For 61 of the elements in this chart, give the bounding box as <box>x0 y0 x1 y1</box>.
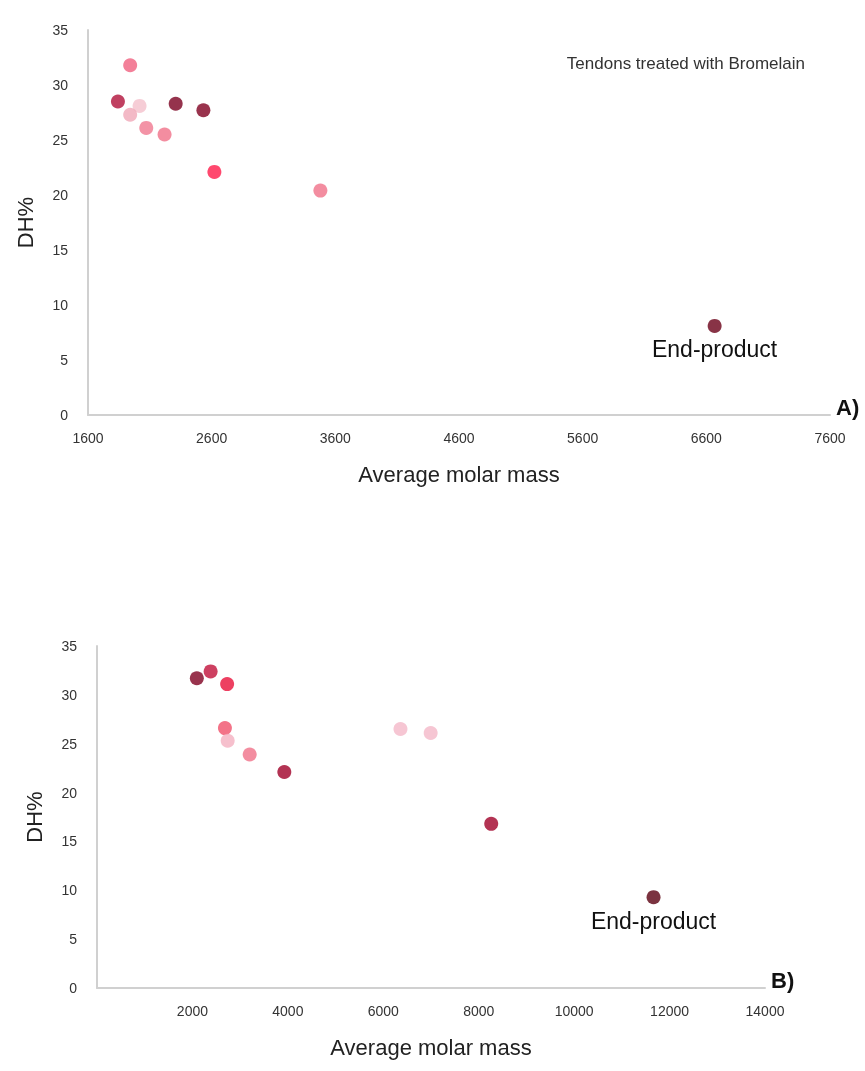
annotation: End-product <box>651 336 778 363</box>
y-tick-label: 25 <box>61 735 78 752</box>
x-tick-label: 4600 <box>443 430 475 446</box>
text: B) <box>771 967 795 993</box>
y-tick-label: 35 <box>61 638 78 654</box>
point <box>313 183 328 198</box>
annotation: End-product <box>590 907 717 934</box>
x-axis-title: Average molar mass <box>330 1034 532 1060</box>
point <box>207 164 222 179</box>
y-tick-label: 15 <box>52 242 69 258</box>
y-tick-label: 5 <box>60 352 69 368</box>
x-tick-label: 7600 <box>814 430 846 446</box>
y-tick-label: 25 <box>52 132 69 148</box>
x-tick-label: 3600 <box>319 430 352 446</box>
point <box>123 107 138 122</box>
x-tick-label: 6600 <box>690 430 723 446</box>
point <box>707 318 722 333</box>
point <box>123 58 138 73</box>
x-tick-label: 6000 <box>367 1003 400 1019</box>
point <box>484 816 499 831</box>
point <box>157 127 172 142</box>
y-tick-label: 30 <box>61 686 78 703</box>
point <box>196 103 211 118</box>
y-tick-label: 20 <box>52 187 69 203</box>
y-tick-label: 15 <box>61 833 78 850</box>
point <box>189 671 204 686</box>
point <box>393 722 408 737</box>
point <box>242 747 257 762</box>
point <box>646 890 661 905</box>
y-axis-title: DH% <box>21 791 47 843</box>
y-tick-label: 30 <box>52 77 69 93</box>
point <box>132 98 147 113</box>
text: A) <box>836 394 860 420</box>
point <box>220 677 235 692</box>
y-tick-label: 35 <box>52 22 69 38</box>
x-tick-label: 12000 <box>650 1003 690 1019</box>
point <box>203 664 218 679</box>
x-tick-label: 4000 <box>272 1003 304 1019</box>
point <box>217 721 232 736</box>
x-tick-label: 8000 <box>463 1003 495 1019</box>
y-tick-label: 10 <box>61 882 78 899</box>
x-axis-title: Average molar mass <box>358 461 560 487</box>
point <box>168 96 183 111</box>
x-tick-label: 2000 <box>176 1003 209 1019</box>
point <box>277 765 292 780</box>
y-tick-label: 10 <box>52 297 69 313</box>
x-tick-label: 5600 <box>567 430 599 446</box>
x-tick-label: 14000 <box>745 1003 785 1019</box>
x-tick-label: 2600 <box>196 430 228 446</box>
point <box>110 94 125 109</box>
y-tick-label: 5 <box>69 931 78 948</box>
x-tick-label: 10000 <box>554 1003 594 1019</box>
text: Tendons treated with Bromelain <box>566 54 806 73</box>
point <box>139 120 154 135</box>
y-tick-label: 0 <box>69 980 78 996</box>
point <box>220 733 235 748</box>
y-tick-label: 20 <box>61 784 78 801</box>
point <box>423 725 438 740</box>
y-axis-title: DH% <box>12 196 38 249</box>
x-tick-label: 1600 <box>72 430 104 446</box>
y-tick-label: 0 <box>60 407 69 423</box>
